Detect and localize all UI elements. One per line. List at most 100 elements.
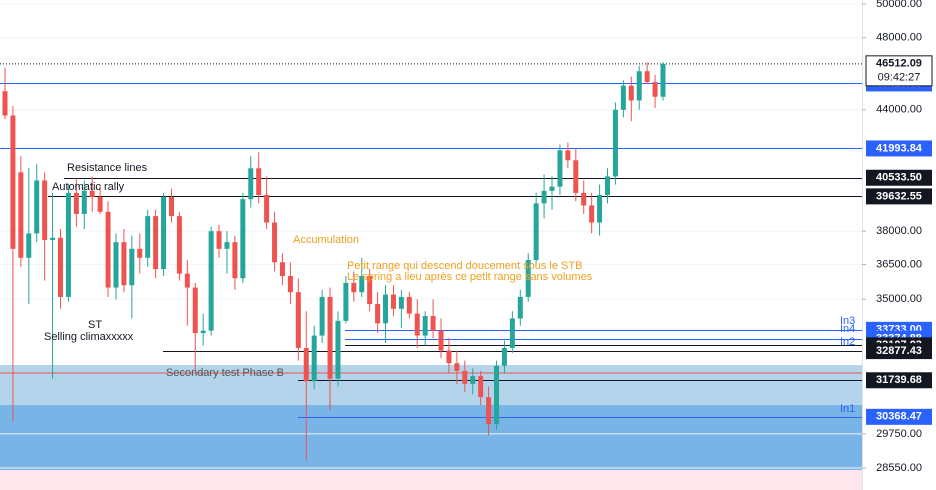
y-tick-label: 28550.00 bbox=[876, 462, 922, 474]
candle-body bbox=[517, 296, 523, 319]
candle-body bbox=[367, 275, 373, 305]
candle-body bbox=[343, 282, 349, 321]
candle-body bbox=[192, 287, 198, 334]
candle-body bbox=[478, 376, 484, 398]
candle-body bbox=[216, 231, 222, 249]
candle-body bbox=[50, 237, 56, 240]
y-tick-label: 35000.00 bbox=[876, 293, 922, 305]
candle-body bbox=[279, 262, 285, 276]
annotation: In2 bbox=[840, 336, 855, 348]
candle-body bbox=[573, 160, 579, 193]
level-box bbox=[866, 372, 932, 389]
candle-body bbox=[628, 85, 634, 101]
candle-body bbox=[272, 222, 278, 263]
candle-body bbox=[533, 203, 539, 261]
candle-body bbox=[18, 172, 24, 258]
annotation: Accumulation bbox=[293, 234, 359, 246]
annotation: Resistance lines bbox=[67, 162, 148, 174]
candle-body bbox=[89, 190, 95, 198]
candle-body bbox=[454, 363, 460, 371]
candle-body bbox=[565, 150, 571, 161]
candle-body bbox=[184, 273, 190, 288]
candle-body bbox=[153, 216, 159, 270]
annotation: Selling climaxxxxx bbox=[44, 331, 134, 343]
candle-body bbox=[81, 190, 87, 214]
candle-body bbox=[137, 248, 143, 258]
candle-body bbox=[26, 233, 32, 258]
level-box bbox=[866, 169, 932, 186]
y-tick-label: 38000.00 bbox=[876, 225, 922, 237]
candle-body bbox=[581, 192, 587, 206]
annotation: Le spring a lieu après ce petit range sa… bbox=[347, 271, 593, 283]
candle-body bbox=[97, 197, 103, 212]
y-tick-label: 50000.00 bbox=[876, 0, 922, 10]
candle-body bbox=[57, 237, 63, 297]
candle-body bbox=[612, 109, 618, 177]
annotation: Automatic rally bbox=[52, 181, 125, 193]
last-price-label: 46512.09 bbox=[876, 58, 922, 70]
candle-body bbox=[414, 313, 420, 336]
candle-body bbox=[240, 199, 246, 279]
candle-body bbox=[303, 348, 309, 382]
candle-body bbox=[232, 242, 238, 279]
candle-body bbox=[73, 192, 79, 214]
candle-body bbox=[145, 216, 151, 258]
candle-body bbox=[486, 397, 492, 425]
candle-body bbox=[375, 304, 381, 324]
candle-body bbox=[549, 186, 555, 191]
candle-body bbox=[422, 316, 428, 336]
candle-body bbox=[256, 168, 262, 195]
candle-body bbox=[494, 365, 500, 425]
candle-body bbox=[295, 292, 301, 349]
annotation: In3 bbox=[840, 315, 855, 327]
candle-body bbox=[359, 275, 365, 293]
level-label: 39632.55 bbox=[876, 190, 922, 202]
candle-body bbox=[121, 242, 127, 286]
candle-body bbox=[176, 216, 182, 274]
candle-body bbox=[557, 150, 563, 187]
candle-body bbox=[541, 190, 547, 204]
y-tick-label: 44000.00 bbox=[876, 104, 922, 116]
annotation: Secondary test Phase B bbox=[166, 367, 284, 379]
annotation: Petit range qui descend doucement sous l… bbox=[347, 260, 582, 272]
level-label: 32877.43 bbox=[876, 345, 922, 357]
level-box bbox=[866, 188, 932, 205]
level-label: 41993.84 bbox=[876, 142, 923, 154]
last-price-time: 09:42:27 bbox=[878, 72, 921, 84]
level-box bbox=[866, 140, 932, 157]
candle-body bbox=[470, 376, 476, 384]
annotation: In1 bbox=[840, 403, 855, 415]
candle-body bbox=[509, 318, 515, 349]
candle-body bbox=[105, 211, 111, 288]
candle-body bbox=[319, 296, 325, 336]
candle-body bbox=[438, 330, 444, 351]
last-price-box bbox=[865, 55, 933, 87]
candle-body bbox=[311, 335, 317, 382]
candle-body bbox=[620, 85, 626, 110]
candle-body bbox=[129, 248, 135, 286]
candle-body bbox=[208, 231, 214, 331]
candle-body bbox=[605, 176, 611, 195]
candle-body bbox=[430, 316, 436, 331]
candle-body bbox=[42, 180, 48, 240]
zone-pink bbox=[0, 470, 862, 490]
candle-body bbox=[335, 320, 341, 379]
candle-body bbox=[248, 168, 254, 200]
candle-body bbox=[398, 296, 404, 309]
level-label: 31739.68 bbox=[876, 374, 922, 386]
annotation: In4 bbox=[840, 323, 855, 335]
level-label: 40533.50 bbox=[876, 172, 922, 184]
candle-body bbox=[383, 294, 389, 324]
candle-body bbox=[644, 71, 650, 83]
candle-body bbox=[652, 82, 658, 97]
candle-body bbox=[224, 242, 230, 249]
candle-body bbox=[351, 282, 357, 293]
zone-light bbox=[0, 365, 862, 405]
candle-body bbox=[597, 194, 603, 223]
candle-body bbox=[636, 71, 642, 101]
level-box bbox=[866, 408, 932, 425]
candle-body bbox=[327, 296, 333, 379]
candle-body bbox=[589, 205, 595, 223]
candle-body bbox=[525, 260, 531, 297]
